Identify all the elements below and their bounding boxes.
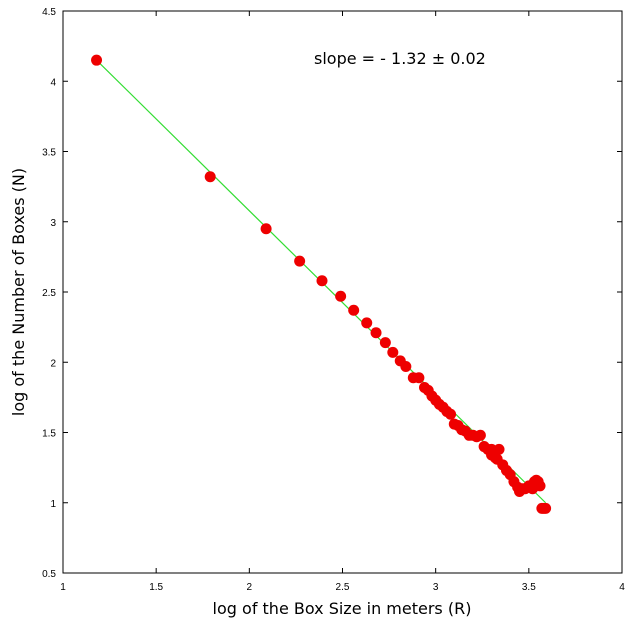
x-tick-label: 2: [247, 582, 253, 593]
data-point: [486, 443, 498, 455]
data-point: [517, 483, 529, 495]
data-points: [91, 54, 552, 514]
data-point: [400, 360, 412, 372]
x-tick-label: 2.5: [336, 582, 350, 593]
y-tick-label: 4.5: [42, 7, 56, 18]
y-tick-label: 2: [50, 358, 56, 369]
data-point: [316, 275, 328, 287]
data-point: [361, 317, 373, 329]
data-point: [204, 171, 216, 183]
x-tick-label: 3.5: [522, 582, 536, 593]
x-tick-label: 4: [619, 582, 625, 593]
data-point: [370, 327, 382, 339]
data-point: [534, 480, 546, 492]
y-axis-label: log of the Number of Boxes (N): [9, 168, 28, 416]
data-point: [260, 223, 272, 235]
data-point: [348, 304, 360, 316]
data-point: [474, 429, 486, 441]
data-point: [491, 453, 503, 465]
y-tick-label: 4: [50, 77, 56, 88]
data-point: [387, 346, 399, 358]
x-tick-label: 3: [433, 582, 439, 593]
data-point: [379, 337, 391, 349]
y-tick-label: 3: [50, 218, 56, 229]
x-tick-label: 1.5: [149, 582, 163, 593]
data-point: [540, 502, 552, 514]
data-point: [445, 408, 457, 420]
y-tick-label: 3.5: [42, 148, 56, 159]
data-point: [335, 290, 347, 302]
x-axis-ticks: 1 1.5 2 2.5 3 3.5 4: [60, 11, 625, 593]
y-tick-label: 1.5: [42, 429, 56, 440]
y-tick-label: 1: [50, 499, 56, 510]
data-point: [91, 54, 103, 66]
slope-annotation: slope = - 1.32 ± 0.02: [314, 49, 486, 68]
y-tick-label: 2.5: [42, 288, 56, 299]
x-axis-label: log of the Box Size in meters (R): [213, 599, 472, 618]
y-axis-ticks: 0.5 1 1.5 2 2.5 3 3.5 4 4.5: [42, 7, 622, 580]
data-point: [413, 372, 425, 384]
data-point: [294, 255, 306, 267]
x-tick-label: 1: [60, 582, 66, 593]
y-tick-label: 0.5: [42, 569, 56, 580]
